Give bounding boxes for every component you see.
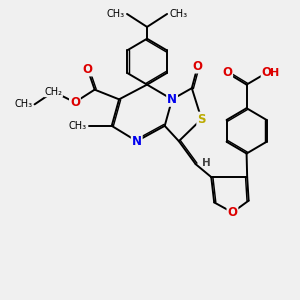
Text: CH₂: CH₂ — [44, 87, 62, 97]
Text: S: S — [197, 112, 206, 126]
Text: O: O — [70, 96, 80, 109]
Text: O: O — [193, 60, 203, 73]
Text: CH₃: CH₃ — [106, 9, 125, 19]
Text: CH₃: CH₃ — [68, 121, 86, 131]
Text: CH₃: CH₃ — [14, 99, 32, 110]
Text: H: H — [269, 68, 279, 78]
Text: O: O — [227, 206, 237, 219]
Text: N: N — [132, 135, 142, 148]
Text: H: H — [202, 158, 211, 168]
Text: N: N — [167, 93, 177, 106]
Text: O: O — [222, 66, 232, 80]
Text: O: O — [82, 62, 93, 76]
Text: O: O — [262, 66, 272, 80]
Text: CH₃: CH₃ — [169, 9, 188, 19]
